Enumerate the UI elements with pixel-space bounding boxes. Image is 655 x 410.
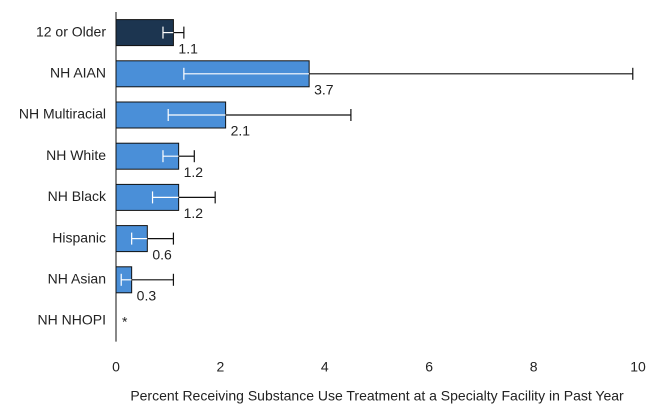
y-tick-label: NH White <box>46 147 106 163</box>
error-bar <box>162 150 195 163</box>
x-tick-label: 10 <box>630 359 646 375</box>
y-tick-label: 12 or Older <box>36 23 106 39</box>
value-label: 2.1 <box>231 123 251 139</box>
value-label: * <box>122 314 128 330</box>
value-label: 3.7 <box>314 82 334 98</box>
y-tick-label: NH AIAN <box>50 65 106 81</box>
value-label: 0.3 <box>137 288 157 304</box>
value-label: 1.2 <box>184 205 204 221</box>
x-axis-title: Percent Receiving Substance Use Treatmen… <box>130 388 624 404</box>
error-bar <box>162 26 185 39</box>
y-tick-label: NH NHOPI <box>38 312 106 328</box>
x-tick-label: 6 <box>425 359 433 375</box>
error-bar <box>151 191 216 204</box>
y-tick-label: NH Black <box>48 188 107 204</box>
x-tick-label: 4 <box>321 359 329 375</box>
x-tick-label: 0 <box>112 359 120 375</box>
error-bar <box>131 232 175 245</box>
y-tick-label: Hispanic <box>52 229 106 245</box>
x-tick-label: 2 <box>217 359 225 375</box>
error-bar <box>183 67 634 80</box>
error-bar <box>120 273 175 286</box>
value-label: 1.1 <box>178 40 198 56</box>
x-tick-label: 8 <box>530 359 538 375</box>
y-tick-label: NH Asian <box>48 271 106 287</box>
value-label: 1.2 <box>184 164 204 180</box>
error-bar <box>167 109 352 121</box>
y-tick-label: NH Multiracial <box>19 106 106 122</box>
value-label: 0.6 <box>152 246 172 262</box>
